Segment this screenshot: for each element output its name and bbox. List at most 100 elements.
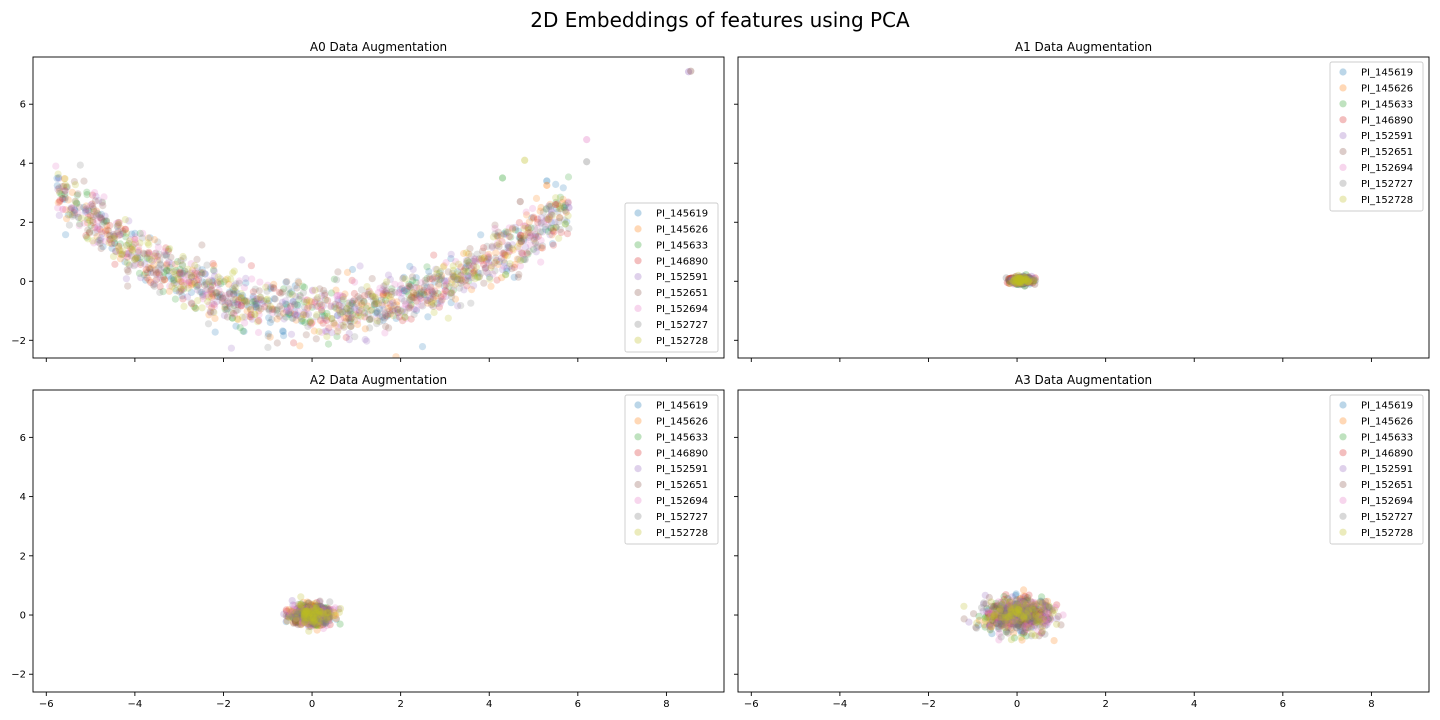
data-point xyxy=(360,309,369,317)
data-point xyxy=(156,271,164,279)
data-point xyxy=(487,282,495,290)
data-point xyxy=(238,256,246,264)
data-point xyxy=(448,279,456,287)
data-point xyxy=(302,614,310,622)
data-point xyxy=(1028,275,1036,283)
data-point xyxy=(296,605,304,613)
data-point xyxy=(1008,605,1016,614)
data-point xyxy=(993,620,1001,628)
data-point xyxy=(213,288,221,296)
data-point xyxy=(982,613,990,621)
data-point xyxy=(410,294,418,302)
data-point xyxy=(454,270,462,278)
data-point xyxy=(308,610,316,618)
legend-box xyxy=(624,202,719,353)
data-point xyxy=(1013,274,1022,282)
data-point xyxy=(499,266,507,274)
data-point xyxy=(524,229,532,237)
x-tick-label: 8 xyxy=(1368,699,1374,710)
data-point xyxy=(309,612,317,620)
data-point xyxy=(514,273,522,281)
data-point xyxy=(356,262,364,270)
data-point xyxy=(312,610,320,619)
data-point xyxy=(1012,277,1020,285)
data-point xyxy=(298,618,306,626)
data-point xyxy=(310,619,318,627)
data-point xyxy=(1016,275,1024,283)
data-point xyxy=(1014,608,1022,616)
data-point xyxy=(187,273,196,281)
data-point xyxy=(561,201,570,209)
data-point xyxy=(326,607,334,615)
data-point xyxy=(1016,627,1024,635)
data-point xyxy=(303,616,311,625)
data-point xyxy=(1006,613,1014,621)
data-point xyxy=(1000,604,1009,612)
legend-label: PI_145626 xyxy=(1361,84,1413,95)
legend-label: PI_152727 xyxy=(656,512,708,523)
data-point xyxy=(87,201,95,209)
data-point xyxy=(128,245,136,253)
data-point xyxy=(289,608,297,616)
data-point xyxy=(1018,604,1026,613)
data-point xyxy=(305,623,313,631)
data-point xyxy=(326,605,334,613)
data-point xyxy=(470,255,478,263)
data-point xyxy=(546,231,554,239)
data-point xyxy=(298,607,306,615)
data-point xyxy=(101,212,109,220)
data-point xyxy=(235,279,243,287)
data-point xyxy=(1028,618,1036,626)
data-point xyxy=(1017,276,1025,284)
data-point xyxy=(480,254,488,262)
data-point xyxy=(294,604,302,612)
data-point xyxy=(487,263,495,272)
data-point xyxy=(316,621,324,630)
data-point xyxy=(361,325,369,333)
data-point xyxy=(1018,274,1026,282)
data-point xyxy=(300,619,308,627)
data-point xyxy=(546,214,554,223)
data-point xyxy=(371,300,379,308)
data-point xyxy=(553,200,561,208)
data-point xyxy=(326,598,334,606)
data-point xyxy=(418,343,427,351)
data-point xyxy=(449,262,457,270)
data-point xyxy=(319,609,327,617)
data-point xyxy=(319,610,327,618)
data-point xyxy=(326,616,334,625)
data-point xyxy=(1022,607,1030,615)
data-point xyxy=(1002,619,1010,627)
data-point xyxy=(191,279,199,287)
data-point xyxy=(1038,627,1046,635)
data-point xyxy=(302,604,310,613)
data-point xyxy=(102,217,110,225)
data-point xyxy=(364,290,372,299)
legend-label: PI_152651 xyxy=(1361,480,1413,491)
data-point xyxy=(1012,275,1020,284)
data-point xyxy=(140,271,148,279)
data-point xyxy=(1014,621,1022,629)
data-point xyxy=(1023,598,1032,606)
data-point xyxy=(282,308,290,316)
data-point xyxy=(1038,610,1046,618)
data-point xyxy=(1019,278,1027,286)
data-point xyxy=(322,619,330,627)
data-point xyxy=(478,255,486,263)
data-point xyxy=(323,609,331,617)
data-point xyxy=(386,300,394,308)
data-point xyxy=(291,611,299,619)
data-point xyxy=(301,610,309,618)
data-point xyxy=(300,611,309,619)
data-point xyxy=(1021,617,1030,625)
data-point xyxy=(313,611,321,619)
data-point xyxy=(1037,604,1045,612)
data-point xyxy=(124,250,133,258)
data-point xyxy=(450,273,458,281)
data-point xyxy=(1021,282,1029,290)
data-point xyxy=(517,237,526,245)
x-tick-label: 4 xyxy=(1191,699,1197,710)
data-point xyxy=(171,284,179,293)
data-point xyxy=(270,306,278,314)
data-point xyxy=(293,606,301,614)
